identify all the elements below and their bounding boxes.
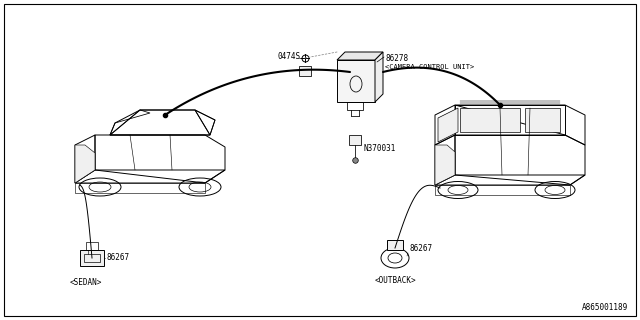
Text: <SEDAN>: <SEDAN> [70, 278, 102, 287]
Text: 86278: 86278 [385, 54, 408, 63]
Polygon shape [438, 108, 458, 142]
Polygon shape [349, 135, 361, 145]
Text: <OUTBACK>: <OUTBACK> [375, 276, 417, 285]
Polygon shape [525, 108, 560, 132]
Text: N370031: N370031 [363, 143, 396, 153]
Text: A865001189: A865001189 [582, 303, 628, 312]
Text: <CAMERA CONTROL UNIT>: <CAMERA CONTROL UNIT> [385, 64, 474, 70]
Polygon shape [299, 66, 311, 76]
Polygon shape [435, 145, 455, 185]
Polygon shape [460, 108, 520, 132]
Polygon shape [80, 250, 104, 266]
Polygon shape [337, 60, 375, 102]
Text: 86267: 86267 [409, 244, 432, 252]
Polygon shape [337, 52, 383, 60]
Text: 86267: 86267 [106, 253, 129, 262]
Text: 0474S: 0474S [277, 52, 300, 60]
Polygon shape [375, 52, 383, 102]
Polygon shape [75, 145, 95, 183]
Polygon shape [387, 240, 403, 250]
